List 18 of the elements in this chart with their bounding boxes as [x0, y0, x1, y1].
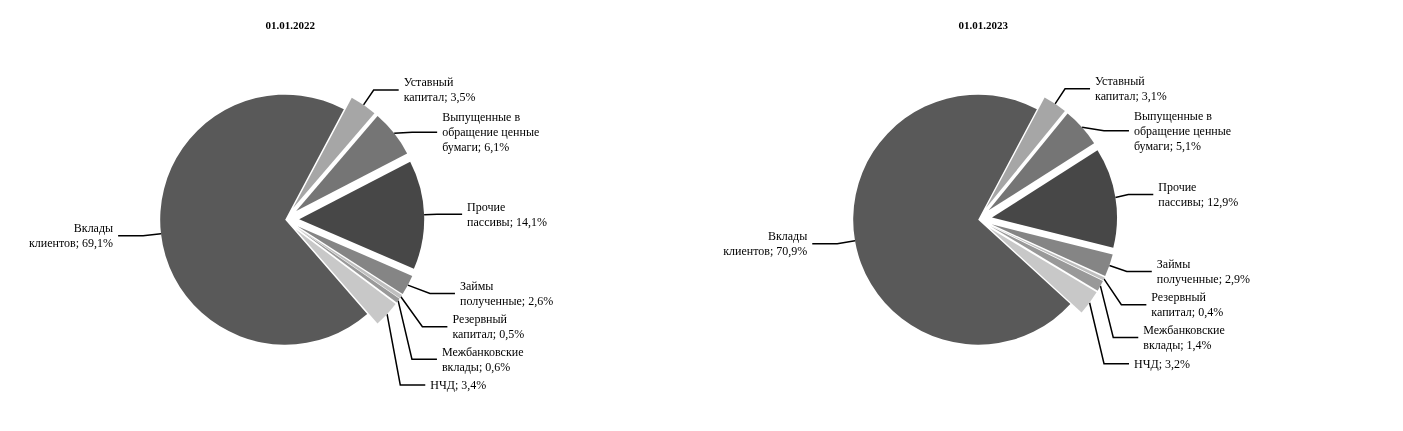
slice-label: НЧД; 3,2% [1134, 356, 1190, 371]
slice-label: Межбанковские вклады; 0,6% [441, 344, 524, 374]
slice-label: Выпущенные в обращение ценные бумаги; 6,1% [442, 110, 540, 155]
slice-label: Резервный капитал; 0,4% [1151, 290, 1224, 320]
slice-label: Вклады клиентов; 69,1% [29, 221, 114, 251]
slice-label: Выпущенные в обращение ценные бумаги; 5,1% [1133, 108, 1232, 153]
slice-label: Прочие пассивы; 14,1% [467, 199, 547, 229]
slice-label: Займы полученные; 2,6% [459, 279, 554, 309]
chart-title: 01.01.2023 [958, 18, 1009, 31]
chart-title: 01.01.2022 [265, 18, 316, 31]
slice-label: Уставный капитал; 3,5% [403, 75, 476, 105]
slice-label: Резервный капитал; 0,5% [452, 312, 525, 342]
slice-label: НЧД; 3,4% [430, 378, 487, 393]
slice-label: Межбанковские вклады; 1,4% [1143, 322, 1225, 352]
slice-label: Займы полученные; 2,9% [1156, 256, 1250, 286]
slice-label: Прочие пассивы; 12,9% [1158, 180, 1239, 210]
slice-label: Вклады клиентов; 70,9% [723, 229, 808, 259]
slice-label: Уставный капитал; 3,1% [1095, 74, 1167, 104]
